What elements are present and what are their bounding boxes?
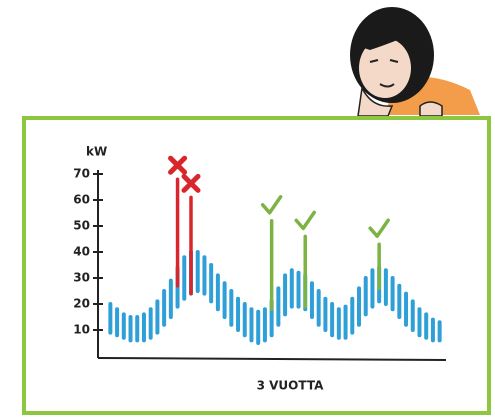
check-mark <box>368 218 390 238</box>
y-axis-label: kW <box>86 145 107 159</box>
person-illustration <box>350 7 480 117</box>
cross-mark <box>168 155 188 175</box>
y-tick-label: 40 <box>73 245 90 259</box>
check-mark <box>294 210 316 231</box>
cross-mark <box>181 173 201 193</box>
check-mark <box>260 195 283 215</box>
y-tick-label: 20 <box>73 297 90 311</box>
y-tick-label: 70 <box>73 167 90 181</box>
frame <box>22 116 491 415</box>
y-tick-label: 60 <box>73 193 90 207</box>
x-axis-label: 3 VUOTTA <box>257 379 324 393</box>
y-tick-label: 30 <box>73 271 90 285</box>
x-axis <box>97 357 447 361</box>
y-tick-label: 10 <box>73 323 90 337</box>
y-tick-label: 50 <box>73 219 90 233</box>
